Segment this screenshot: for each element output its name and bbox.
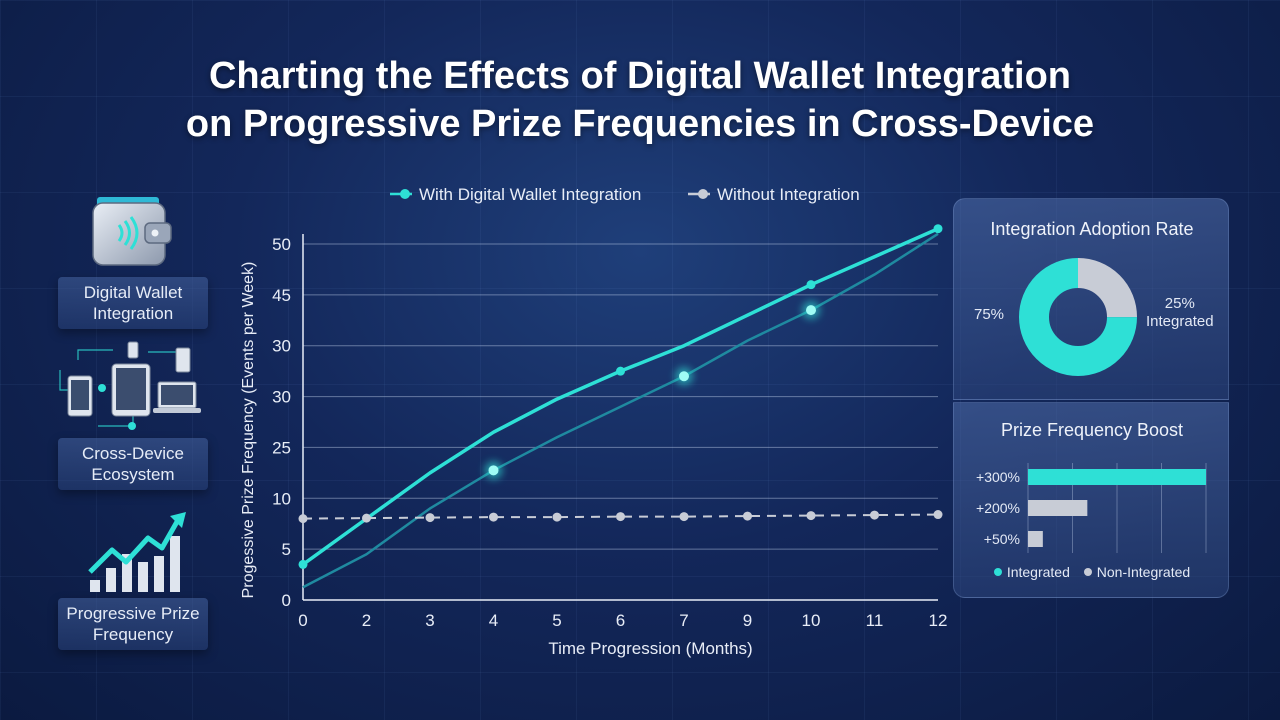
data-point xyxy=(806,511,816,521)
data-point xyxy=(933,224,943,234)
x-tick-label: 12 xyxy=(929,611,948,630)
boost-bar-label: +200% xyxy=(976,500,1020,516)
boost-panel: Prize Frequency Boost +300% +200% +50% Int… xyxy=(953,402,1229,598)
x-tick-label: 2 xyxy=(362,611,371,630)
data-point xyxy=(362,513,371,523)
data-point xyxy=(489,512,498,522)
boost-panel-title: Prize Frequency Boost xyxy=(1000,420,1184,440)
y-tick-label: 0 xyxy=(282,591,291,610)
data-point xyxy=(933,510,943,520)
wallet-icon xyxy=(58,193,208,277)
adoption-panel-title: Integration Adoption Rate xyxy=(990,219,1194,239)
legend-marker-1 xyxy=(698,189,708,199)
donut-label-25: 25% Integrated xyxy=(1146,295,1214,331)
y-tick-label: 30 xyxy=(272,388,291,407)
boost-bar-label: +300% xyxy=(976,469,1020,485)
data-point xyxy=(298,559,308,569)
donut-label-75: 75% xyxy=(974,306,1005,323)
x-tick-label: 0 xyxy=(298,611,307,630)
series-line-2 xyxy=(302,513,939,520)
glow-point xyxy=(679,371,689,382)
feature-digital-wallet: Digital Wallet Integration xyxy=(58,193,208,329)
title-line-2: on Progressive Prize Frequencies in Cros… xyxy=(185,103,1095,145)
boost-bar xyxy=(1028,531,1043,547)
x-tick-label: 10 xyxy=(802,611,821,630)
rising-bars-icon xyxy=(58,506,208,598)
y-tick-label: 45 xyxy=(272,286,291,305)
adoption-panel: Integration Adoption Rate 75% 25% Integr… xyxy=(953,198,1229,400)
data-point xyxy=(870,510,879,520)
y-tick-label: 25 xyxy=(272,438,291,457)
y-tick-label: 10 xyxy=(272,489,291,508)
donut-caption-integrated: Integrated xyxy=(1146,313,1214,330)
y-tick-label: 30 xyxy=(272,337,291,356)
integrated-dot-icon xyxy=(993,568,1002,576)
feature-label: Progressive Prize Frequency xyxy=(58,598,208,650)
boost-bar-label: +50% xyxy=(984,531,1020,547)
page-title: Charting the Effects of Digital Wallet I… xyxy=(0,52,1280,148)
non-integrated-dot-icon xyxy=(1083,568,1092,576)
series-line-1 xyxy=(302,232,939,589)
legend-item-integrated: Integrated xyxy=(993,564,1070,580)
legend-marker-0 xyxy=(400,189,410,199)
donut-slice-0 xyxy=(1019,258,1137,376)
boost-bar-chart: +300% +200% +50% xyxy=(976,463,1207,553)
boost-bar xyxy=(1028,469,1206,485)
boost-legend: Integrated Non-Integrated xyxy=(954,564,1230,580)
y-tick-label: 5 xyxy=(282,540,291,559)
feature-progressive-prize: Progressive Prize Frequency xyxy=(58,506,208,650)
data-point xyxy=(743,511,752,521)
data-point xyxy=(616,512,625,522)
data-point xyxy=(298,514,308,524)
x-tick-label: 9 xyxy=(743,611,752,630)
data-point xyxy=(616,366,625,376)
title-line-1: Charting the Effects of Digital Wallet I… xyxy=(208,55,1072,97)
x-tick-label: 11 xyxy=(866,611,884,630)
glow-point xyxy=(806,305,816,316)
devices-icon xyxy=(58,340,208,438)
legend-label-1: Without Integration xyxy=(717,185,860,204)
legend-label-0: With Digital Wallet Integration xyxy=(419,185,641,204)
feature-label: Cross-Device Ecosystem xyxy=(58,438,208,490)
y-tick-label: 50 xyxy=(272,235,291,254)
legend-item-non-integrated: Non-Integrated xyxy=(1083,564,1191,580)
data-point xyxy=(552,512,562,522)
boost-bar xyxy=(1028,500,1088,516)
feature-label: Digital Wallet Integration xyxy=(58,277,208,329)
data-point xyxy=(679,512,689,522)
data-point xyxy=(806,280,816,290)
x-tick-label: 7 xyxy=(679,611,688,630)
donut-value-25: 25% xyxy=(1164,295,1195,312)
x-tick-label: 3 xyxy=(425,611,434,630)
adoption-donut xyxy=(1019,258,1137,376)
x-tick-label: 4 xyxy=(489,611,498,630)
x-tick-label: 5 xyxy=(552,611,561,630)
feature-cross-device: Cross-Device Ecosystem xyxy=(58,340,208,490)
legend-label-non-integrated: Non-Integrated xyxy=(1096,564,1191,580)
glow-point xyxy=(488,465,499,476)
x-axis-title: Time Progression (Months) xyxy=(548,639,752,658)
y-axis-title: Progessive Prize Frequency (Events per W… xyxy=(240,262,257,599)
legend-label-integrated: Integrated xyxy=(1006,564,1070,580)
x-tick-label: 6 xyxy=(616,611,625,630)
data-point xyxy=(425,513,435,523)
